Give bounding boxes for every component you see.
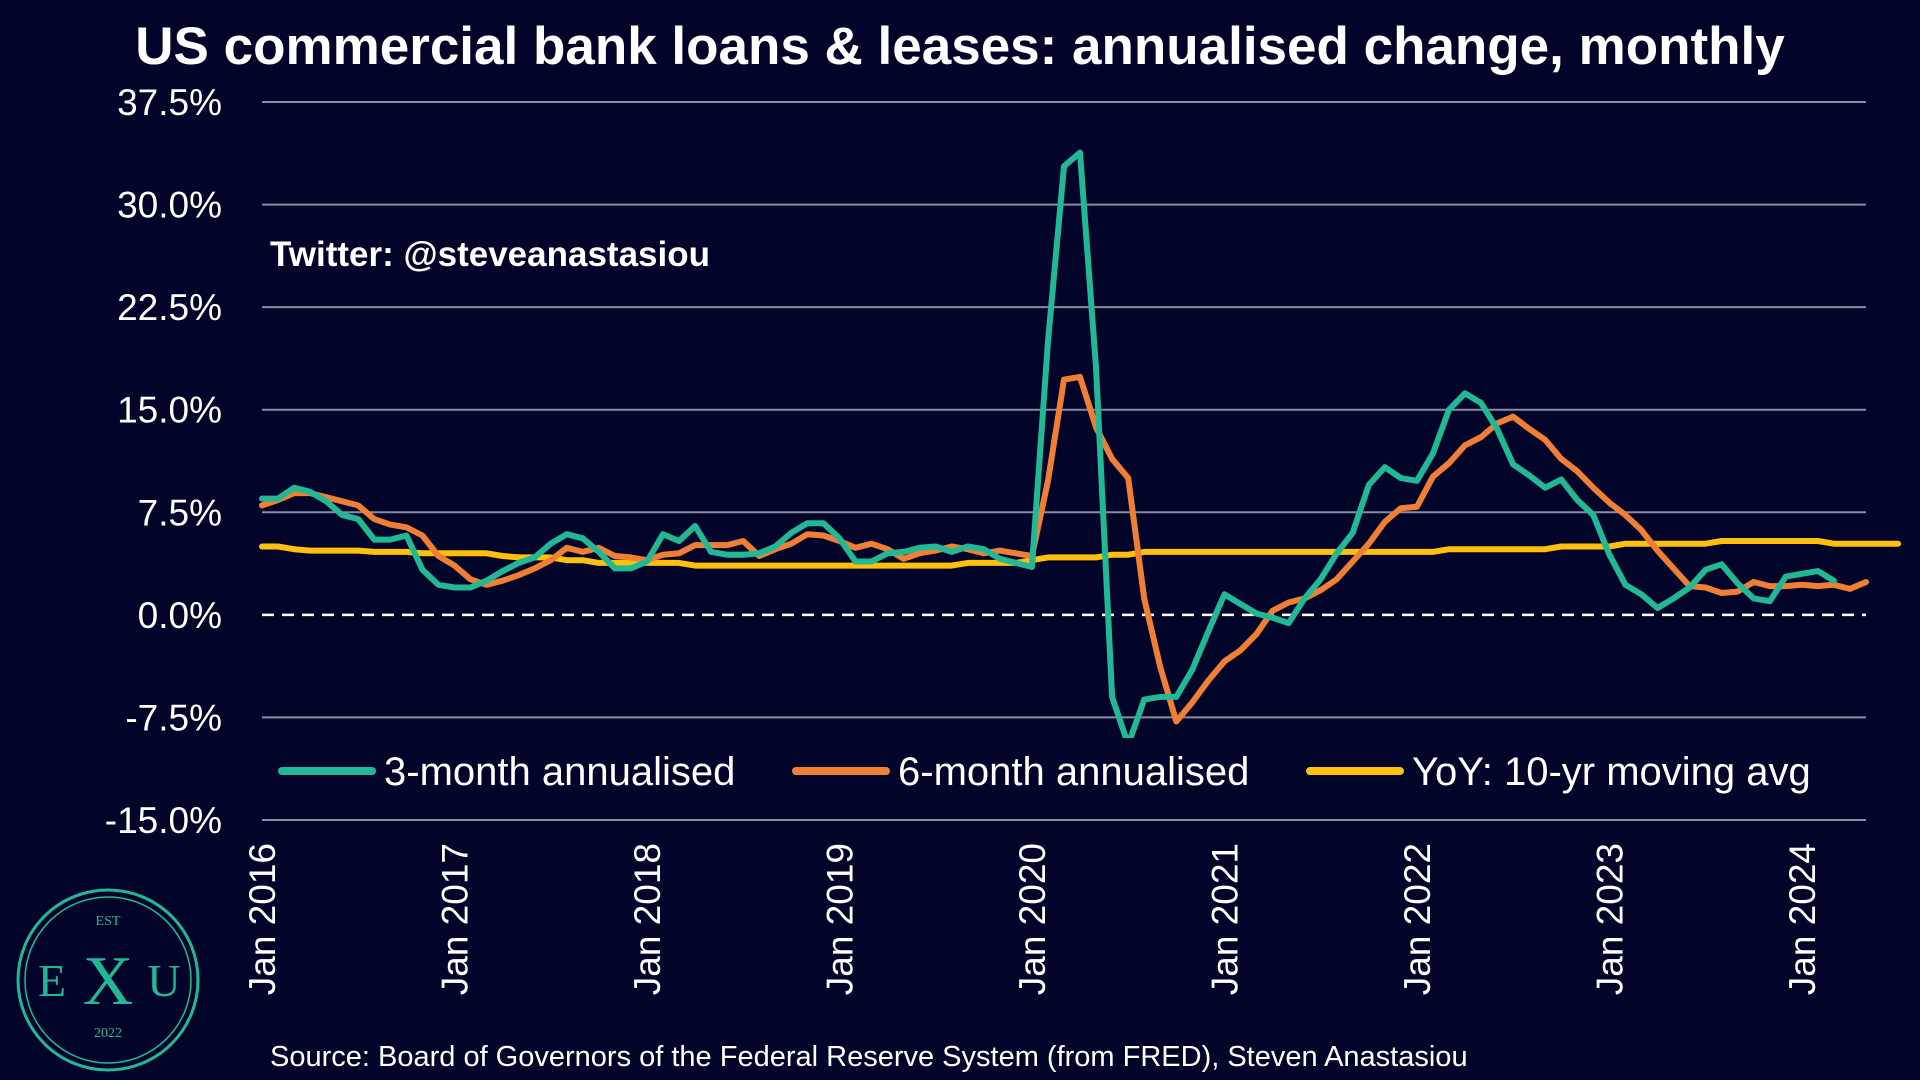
x-tick-label: Jan 2016 <box>242 843 283 995</box>
x-tick-label: Jan 2023 <box>1589 843 1630 995</box>
y-tick-label: 15.0% <box>117 390 222 431</box>
y-tick-label: 0.0% <box>138 595 222 636</box>
source-note: Source: Board of Governors of the Federa… <box>270 1041 1468 1073</box>
logo-year: 2022 <box>94 1026 122 1041</box>
twitter-handle: Twitter: @steveanastasiou <box>270 235 710 274</box>
y-tick-label: -15.0% <box>105 800 222 841</box>
series-lines <box>259 149 1902 748</box>
logo-inner-ring <box>24 896 192 1064</box>
y-axis: 37.5% 30.0% 22.5% 15.0% 7.5% 0.0% -7.5% -15.0% <box>105 82 222 841</box>
legend-background <box>266 738 1860 804</box>
series-line-3-month-annualised <box>259 149 1837 748</box>
legend: 3-month annualised 6-month annualised YoY:… <box>266 738 1860 804</box>
logo-ring <box>16 888 200 1072</box>
y-tick-label: 30.0% <box>117 185 222 226</box>
x-tick-label: Jan 2022 <box>1397 843 1438 995</box>
x-tick-label: Jan 2017 <box>434 843 475 995</box>
x-tick-label: Jan 2020 <box>1012 843 1053 995</box>
legend-label-6-month-annualised: 6-month annualised <box>898 750 1249 794</box>
est-xu-2022-logo: EST E X U 2022 <box>16 888 200 1072</box>
chart-title: US commercial bank loans & leases: annua… <box>135 17 1785 76</box>
x-tick-label: Jan 2019 <box>819 843 860 995</box>
logo-letter-e: E <box>38 955 66 1006</box>
y-tick-label: 37.5% <box>117 82 222 123</box>
y-tick-label: 22.5% <box>117 287 222 328</box>
x-tick-label: Jan 2021 <box>1204 843 1245 995</box>
x-axis: Jan 2016 Jan 2017 Jan 2018 Jan 2019 Jan 2020… <box>242 843 1823 995</box>
gridlines <box>262 101 1866 821</box>
legend-label-yoy-10-yr-moving-avg: YoY: 10-yr moving avg <box>1412 750 1811 794</box>
x-tick-label: Jan 2018 <box>627 843 668 995</box>
series-line-6-month-annualised <box>259 373 1869 725</box>
logo-est: EST <box>96 914 121 929</box>
logo-letter-u: U <box>147 955 180 1006</box>
y-tick-label: 7.5% <box>138 492 222 533</box>
logo-letter-x: X <box>83 943 134 1020</box>
x-tick-label: Jan 2024 <box>1782 843 1823 995</box>
y-tick-label: -7.5% <box>125 697 222 738</box>
legend-label-3-month-annualised: 3-month annualised <box>384 750 735 794</box>
